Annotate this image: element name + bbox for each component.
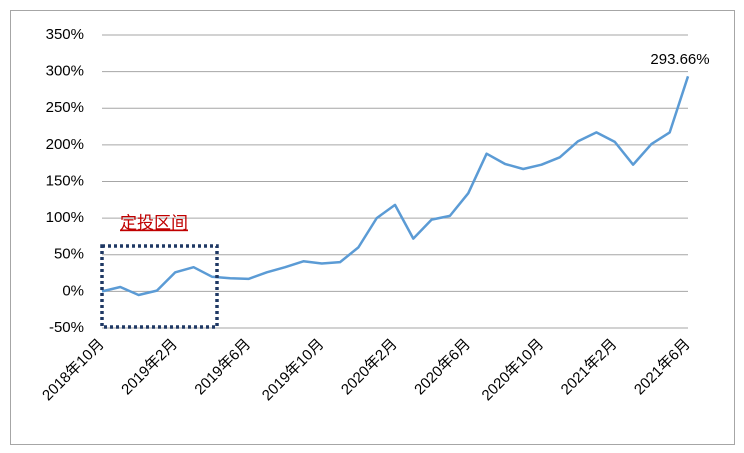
y-tick-label: -50%: [49, 319, 84, 336]
y-tick-label: 0%: [62, 282, 84, 299]
y-tick-label: 150%: [46, 172, 84, 189]
y-tick-label: 50%: [54, 246, 84, 263]
annotation: 定投区间: [120, 213, 188, 232]
y-tick-label: 350%: [46, 26, 84, 43]
data-line: [101, 75, 690, 297]
y-tick-label: 100%: [46, 209, 84, 226]
y-tick-label: 300%: [46, 63, 84, 80]
y-tick-label: 200%: [46, 136, 84, 153]
chart-frame: [10, 10, 735, 445]
y-tick-label: 250%: [46, 99, 84, 116]
data-label: 293.66%: [650, 51, 709, 68]
highlight-box: [100, 244, 219, 329]
